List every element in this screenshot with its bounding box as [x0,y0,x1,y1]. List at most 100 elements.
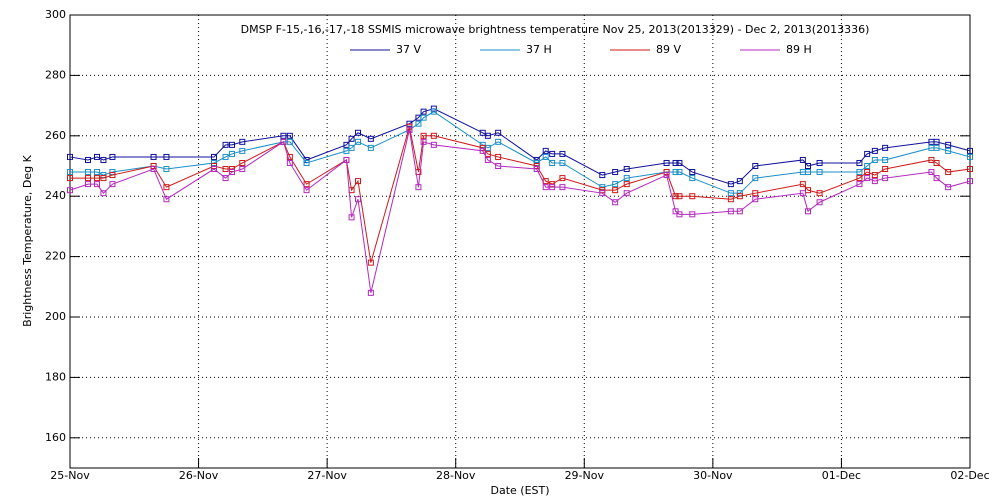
point-marker [479,129,486,136]
point-marker [559,184,566,191]
point-marker [752,196,759,203]
point-marker [355,129,361,136]
point-marker [727,196,734,203]
point-marker [871,172,878,179]
point-marker [727,190,734,197]
point-marker [150,153,157,160]
point-marker [967,166,973,173]
x-tick-label: 02-Dec [950,469,989,482]
point-marker [882,175,889,182]
x-axis-label: Date (EST) [490,484,549,497]
point-marker [109,181,116,188]
point-marker [945,147,952,154]
point-marker [672,193,679,200]
point-marker [211,153,217,160]
point-marker [430,141,437,148]
series-line [70,111,971,194]
point-marker [945,184,952,191]
point-marker [420,132,427,139]
point-marker [856,175,863,182]
point-marker [871,178,878,185]
point-marker [816,169,823,176]
point-marker [599,172,606,179]
y-tick-label: 160 [45,431,66,444]
point-marker [280,138,287,145]
x-tick-label: 01-Dec [822,469,861,482]
point-marker [676,211,683,218]
x-tick-label: 28-Nov [436,469,476,482]
point-marker [856,169,863,176]
legend-label: 37 H [526,43,552,56]
point-marker [484,156,491,163]
point-marker [676,193,683,200]
point-marker [752,190,759,197]
point-marker [676,169,683,176]
point-marker [484,150,491,157]
y-tick-label: 200 [45,310,66,323]
point-marker [623,181,630,188]
point-marker [109,172,116,179]
point-marker [612,169,619,176]
point-marker [752,175,759,182]
point-marker [367,259,374,266]
point-marker [752,163,759,169]
point-marker [229,169,235,176]
point-marker [348,214,355,221]
point-marker [549,150,556,157]
point-marker [239,159,246,166]
point-marker [864,169,871,176]
point-marker [100,190,107,197]
point-marker [672,169,679,176]
point-marker [222,166,229,173]
point-marker [239,166,246,173]
point-marker [239,147,246,154]
point-marker [479,144,486,151]
point-marker [150,166,157,173]
point-marker [612,187,619,194]
point-marker [343,156,350,163]
point-marker [967,178,973,185]
legend-label: 89 H [786,43,812,56]
point-marker [67,153,73,160]
point-marker [736,208,743,215]
x-tick-label: 25-Nov [50,469,90,482]
point-marker [229,141,235,148]
point-marker [856,159,863,166]
point-marker [689,175,696,182]
point-marker [928,156,935,163]
point-marker [109,169,116,176]
point-marker [163,166,170,173]
point-marker [222,153,229,160]
point-marker [599,187,606,194]
point-marker [303,187,310,194]
point-marker [222,141,229,148]
point-marker [286,138,293,145]
point-marker [549,181,556,188]
point-marker [542,147,549,154]
x-tick-label: 26-Nov [179,469,219,482]
chart-title: DMSP F-15,-16,-17,-18 SSMIS microwave br… [241,23,870,36]
point-marker [355,196,361,203]
x-tick-label: 27-Nov [307,469,347,482]
point-marker [85,169,91,176]
point-marker [967,147,973,154]
point-marker [348,144,355,151]
y-tick-label: 220 [45,250,66,263]
point-marker [286,132,293,139]
point-marker [933,159,940,166]
point-marker [542,153,549,160]
y-tick-label: 280 [45,68,66,81]
point-marker [163,184,170,191]
point-marker [67,187,73,194]
point-marker [623,166,630,173]
point-marker [882,156,889,163]
point-marker [663,159,670,166]
point-marker [229,150,235,157]
point-marker [799,156,806,163]
point-marker [559,175,566,182]
point-marker [303,159,310,166]
point-marker [533,159,540,166]
point-marker [663,172,670,179]
point-marker [367,135,374,142]
x-tick-label: 29-Nov [565,469,605,482]
